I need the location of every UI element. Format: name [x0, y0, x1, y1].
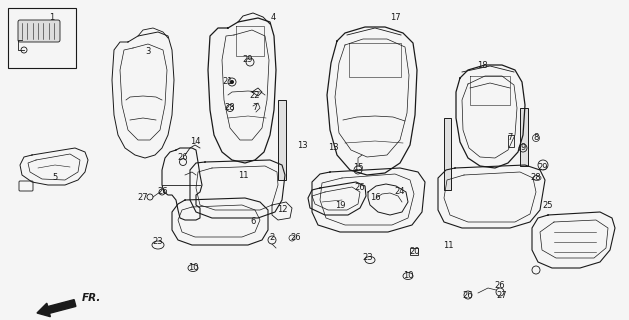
- Text: 26: 26: [494, 281, 505, 290]
- Text: FR.: FR.: [82, 293, 101, 303]
- Text: 7: 7: [508, 133, 513, 142]
- Text: 6: 6: [250, 218, 255, 227]
- Text: 4: 4: [270, 13, 276, 22]
- Text: 23: 23: [363, 253, 374, 262]
- Bar: [278, 100, 286, 180]
- Text: 9: 9: [520, 143, 526, 153]
- Text: 22: 22: [250, 91, 260, 100]
- Text: 10: 10: [187, 263, 198, 273]
- Text: 13: 13: [328, 143, 338, 153]
- Text: 3: 3: [145, 47, 151, 57]
- Text: 8: 8: [533, 133, 538, 142]
- Text: 26: 26: [463, 292, 473, 300]
- Text: 13: 13: [297, 140, 308, 149]
- Text: 19: 19: [335, 201, 345, 210]
- Text: 26: 26: [158, 187, 169, 196]
- Text: 23: 23: [153, 237, 164, 246]
- Bar: [410, 248, 418, 255]
- Text: 18: 18: [477, 60, 487, 69]
- Text: 11: 11: [443, 241, 454, 250]
- Text: 15: 15: [353, 164, 364, 172]
- Text: 26: 26: [177, 154, 188, 163]
- Text: 25: 25: [543, 201, 554, 210]
- Text: 10: 10: [403, 270, 413, 279]
- Text: 1: 1: [49, 13, 55, 22]
- Text: 11: 11: [238, 171, 248, 180]
- Text: 29: 29: [243, 55, 253, 65]
- Bar: [520, 108, 528, 166]
- Text: 16: 16: [370, 194, 381, 203]
- Text: 2: 2: [269, 234, 275, 243]
- Bar: [8, 8, 76, 68]
- Text: 24: 24: [395, 188, 405, 196]
- Text: 29: 29: [538, 164, 548, 172]
- Text: 7: 7: [252, 103, 258, 113]
- Text: 28: 28: [531, 173, 542, 182]
- Text: 5: 5: [52, 173, 58, 182]
- Text: 28: 28: [225, 103, 235, 113]
- Text: 14: 14: [190, 138, 200, 147]
- Text: 27: 27: [138, 194, 148, 203]
- Text: 12: 12: [277, 205, 287, 214]
- FancyBboxPatch shape: [18, 20, 60, 42]
- FancyArrow shape: [37, 300, 76, 317]
- Text: 20: 20: [409, 247, 420, 257]
- Circle shape: [230, 80, 234, 84]
- Text: 21: 21: [223, 77, 233, 86]
- Text: 26: 26: [355, 183, 365, 193]
- Bar: [508, 135, 514, 147]
- Bar: [444, 118, 451, 190]
- Text: 26: 26: [291, 234, 301, 243]
- Text: 27: 27: [497, 291, 508, 300]
- Text: 17: 17: [390, 13, 400, 22]
